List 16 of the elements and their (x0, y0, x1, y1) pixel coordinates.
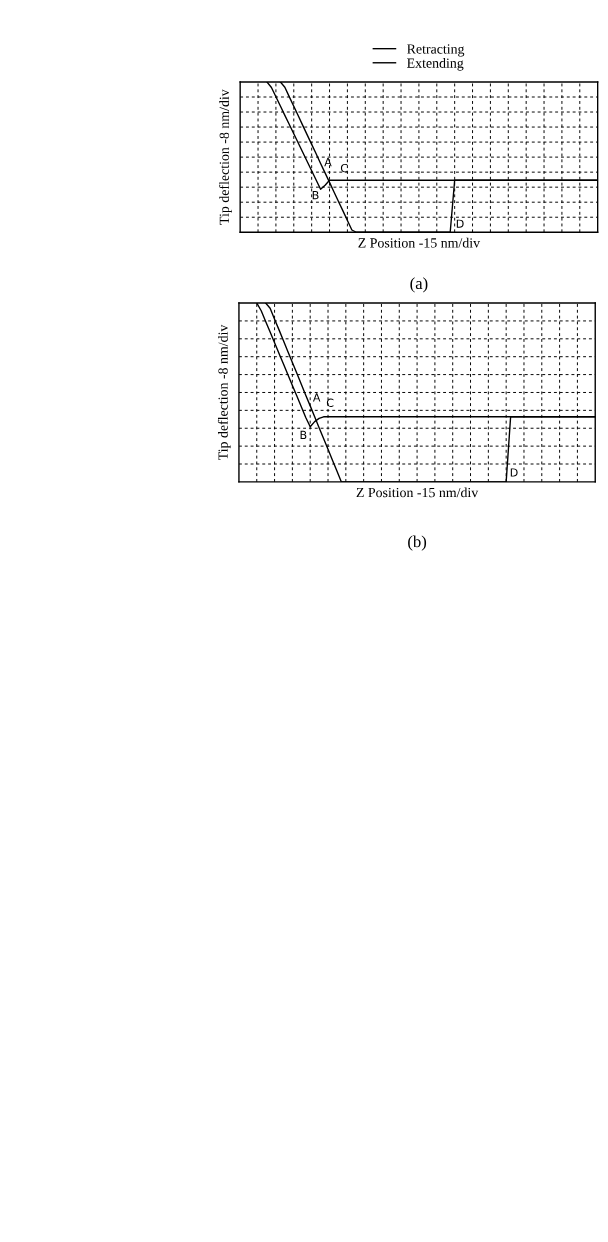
legend-label: Retracting (407, 44, 465, 57)
y-axis-title: Tip deflection -8 nm/div (217, 324, 231, 461)
annotation: A (312, 393, 321, 402)
annotation: B (300, 430, 307, 439)
annotation: C (340, 163, 348, 173)
text: (a) (410, 277, 428, 293)
legend-label: Extending (407, 58, 464, 71)
annotation: D (510, 468, 518, 477)
x-axis-title: Z Position -15 nm/div (358, 237, 481, 248)
annotation: C (326, 398, 334, 407)
annotation: A (324, 158, 332, 167)
annotation: B (312, 191, 319, 200)
y-axis-title: Tip deflection -8 nm/div (219, 89, 232, 225)
x-axis-title: Z Position -15 nm/div (356, 487, 479, 498)
annotation: D (456, 219, 464, 228)
text: (b) (408, 535, 427, 551)
